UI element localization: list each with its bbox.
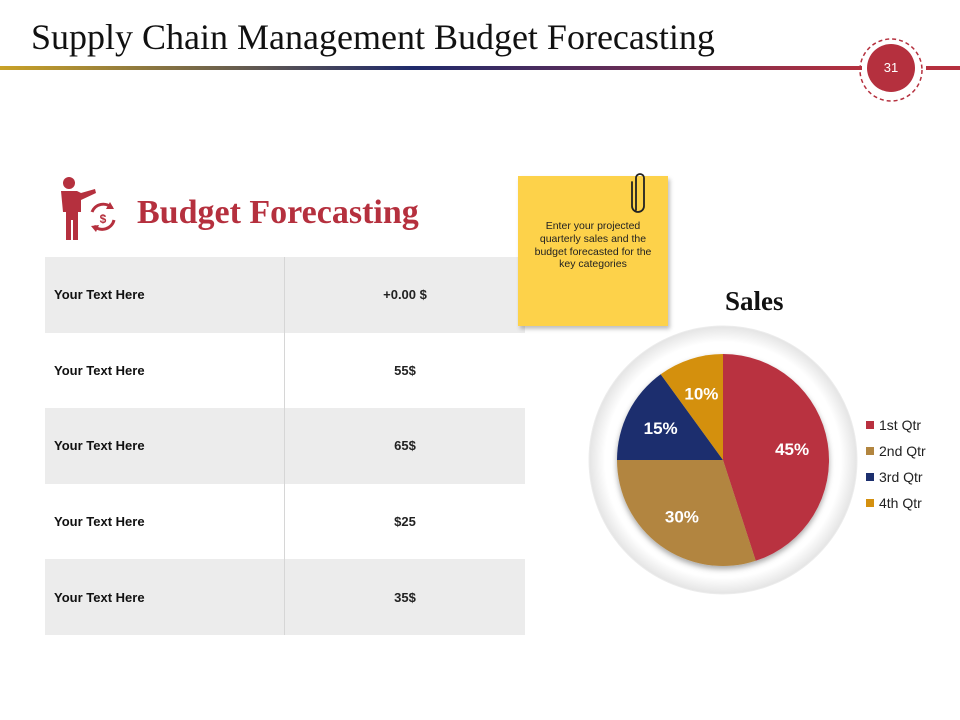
sticky-note: Enter your projected quarterly sales and… (518, 176, 668, 326)
pie-data-label: 10% (684, 384, 718, 403)
legend-swatch (866, 447, 874, 455)
slide-title: Supply Chain Management Budget Forecasti… (31, 17, 715, 57)
legend-label: 3rd Qtr (879, 469, 923, 485)
legend-swatch (866, 473, 874, 481)
paperclip-icon (630, 170, 650, 216)
pie-slice-3 (617, 374, 723, 460)
table-row: Your Text Here $25 (45, 483, 525, 560)
page-number: 31 (883, 60, 899, 75)
row-value: $25 (394, 514, 416, 530)
svg-text:$: $ (100, 212, 107, 226)
page-number-badge: 31 (858, 37, 924, 103)
table-row: Your Text Here 35$ (45, 559, 525, 635)
chart-legend: 1st Qtr 2nd Qtr 3rd Qtr 4th Qtr (866, 412, 926, 516)
legend-item: 3rd Qtr (866, 464, 926, 490)
pie-slice-4 (660, 354, 723, 460)
pie-slice-1 (723, 354, 829, 561)
legend-label: 1st Qtr (879, 417, 922, 433)
legend-item: 4th Qtr (866, 490, 926, 516)
sticky-note-text: Enter your projected quarterly sales and… (534, 220, 652, 271)
pie-chart: 45% 30% 15% 10% (588, 325, 858, 595)
row-value: 65$ (394, 438, 416, 454)
table-row: Your Text Here +0.00 $ (45, 257, 525, 333)
row-value: 55$ (394, 362, 416, 378)
presenter-budget-cycle-icon: $ (54, 176, 120, 242)
table-row: Your Text Here 55$ (45, 332, 525, 409)
legend-swatch (866, 421, 874, 429)
legend-item: 1st Qtr (866, 412, 926, 438)
row-value: +0.00 $ (383, 287, 427, 303)
row-label: Your Text Here (45, 408, 285, 484)
pie-data-label: 15% (644, 419, 678, 438)
table-row: Your Text Here 65$ (45, 408, 525, 484)
row-label: Your Text Here (45, 332, 285, 409)
legend-swatch (866, 499, 874, 507)
legend-label: 4th Qtr (879, 495, 922, 511)
legend-label: 2nd Qtr (879, 443, 926, 459)
row-label: Your Text Here (45, 559, 285, 635)
pie-slice-2 (617, 460, 756, 566)
sales-chart: Sales 45% 30% 15% 10% 1st Qtr 2nd Qtr 3rd Qtr… (580, 280, 960, 620)
budget-table: Your Text Here +0.00 $ Your Text Here 55… (45, 257, 525, 635)
section-title: Budget Forecasting (137, 194, 419, 231)
chart-title: Sales (725, 286, 784, 316)
title-divider (0, 66, 862, 70)
title-divider-end (926, 66, 960, 70)
row-label: Your Text Here (45, 483, 285, 560)
legend-item: 2nd Qtr (866, 438, 926, 464)
pie-data-label: 30% (665, 508, 699, 527)
row-value: 35$ (394, 589, 416, 605)
pie-data-label: 45% (775, 440, 809, 459)
row-label: Your Text Here (45, 257, 285, 333)
